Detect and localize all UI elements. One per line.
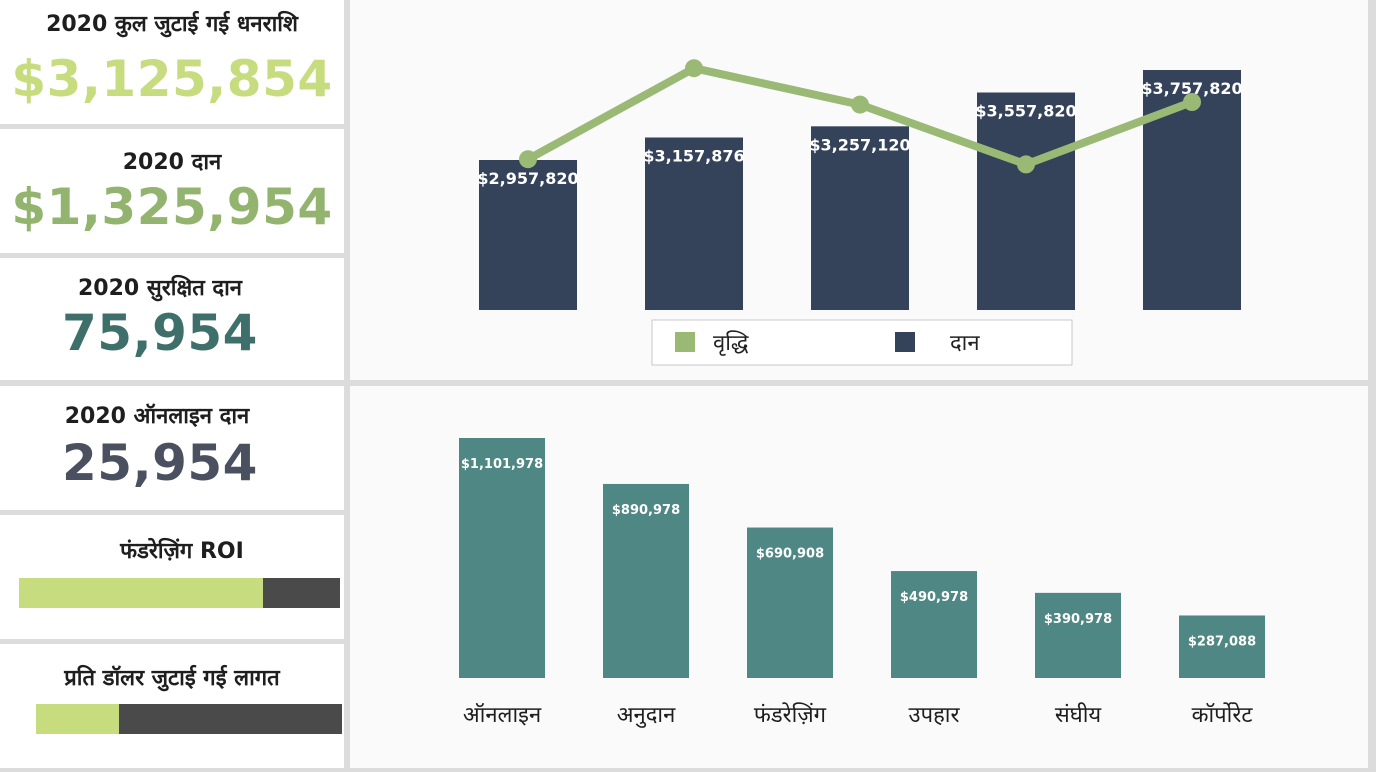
kpi-title: 2020 कुल जुटाई गई धनराशि <box>46 12 298 37</box>
progress-title: प्रति डॉलर जुटाई गई लागत <box>64 666 280 691</box>
kpi-value: 25,954 <box>62 434 258 492</box>
legend-label-growth: वृद्धि <box>713 330 749 356</box>
bar-value-label: $3,757,820 <box>1141 79 1242 98</box>
category-tick-label: अनुदान <box>617 703 676 728</box>
legend-swatch-donations <box>895 332 915 352</box>
source-bar-value-label: $690,908 <box>756 547 824 562</box>
category-tick-label: संघीय <box>1055 702 1103 728</box>
donation-sources-chart: $1,101,978 ऑनलाइन $890,978 अनुदान $690,908 फं… <box>459 438 1265 728</box>
donation-bar <box>645 137 743 310</box>
kpi-card-secured-donations: 2020 सुरक्षित दान 75,954 <box>0 258 344 380</box>
donation-bar <box>811 126 909 310</box>
source-bar-value-label: $287,088 <box>1188 634 1256 649</box>
category-tick-label: कॉर्पोरेट <box>1192 702 1254 728</box>
source-bar-value-label: $890,978 <box>612 503 680 518</box>
source-bar-value-label: $1,101,978 <box>461 457 543 472</box>
progress-title: फंडरेज़िंग ROI <box>120 539 244 564</box>
category-tick-label: फंडरेज़िंग <box>754 702 827 728</box>
source-bar <box>603 483 689 678</box>
fundraising-roi-card: फंडरेज़िंग ROI <box>0 515 344 639</box>
cost-per-dollar-bar <box>36 704 342 734</box>
legend-label-donations: दान <box>950 331 980 356</box>
source-bar <box>1035 592 1121 678</box>
source-bar <box>459 438 545 678</box>
kpi-title: 2020 सुरक्षित दान <box>77 276 243 301</box>
bar-value-label: $2,957,820 <box>477 169 578 188</box>
source-bar <box>747 527 833 678</box>
donation-sources-panel: $1,101,978 ऑनलाइन $890,978 अनुदान $690,908 फं… <box>350 386 1368 768</box>
kpi-value: $3,125,854 <box>11 50 333 108</box>
category-tick-label: उपहार <box>909 703 961 728</box>
kpi-card-total-raised: 2020 कुल जुटाई गई धनराशि $3,125,854 <box>0 0 344 124</box>
kpi-value: 75,954 <box>62 304 258 362</box>
cost-per-dollar-fill <box>36 704 119 734</box>
donation-bar <box>977 92 1075 310</box>
bar-value-label: $3,157,876 <box>643 146 744 165</box>
kpi-title: 2020 ऑनलाइन दान <box>64 404 250 429</box>
source-bar <box>1179 615 1265 678</box>
legend-box <box>651 319 1073 366</box>
cost-per-dollar-card: प्रति डॉलर जुटाई गई लागत <box>0 644 344 768</box>
kpi-card-online-donations: 2020 ऑनलाइन दान 25,954 <box>0 386 344 510</box>
fundraising-roi-fill <box>19 578 263 608</box>
kpi-value: $1,325,954 <box>11 178 333 236</box>
growth-point <box>1017 155 1035 174</box>
growth-point <box>851 95 869 114</box>
source-bar-value-label: $490,978 <box>900 590 968 605</box>
kpi-card-donations: 2020 दान $1,325,954 <box>0 129 344 253</box>
source-bar <box>891 571 977 678</box>
bar-value-label: $3,257,120 <box>809 135 910 154</box>
donations-growth-chart: $2,957,820 $3,157,876 $3,257,120 $3,557,820… <box>477 59 1243 366</box>
legend-swatch-growth <box>675 332 695 352</box>
bar-value-label: $3,557,820 <box>975 102 1076 121</box>
source-bar-value-label: $390,978 <box>1044 612 1112 627</box>
growth-point <box>519 150 537 169</box>
growth-point <box>685 59 703 78</box>
donations-growth-panel: $2,957,820 $3,157,876 $3,257,120 $3,557,820… <box>350 0 1368 380</box>
fundraising-roi-bar <box>19 578 340 608</box>
donation-bar <box>479 160 577 310</box>
growth-point <box>1183 93 1201 111</box>
category-tick-label: ऑनलाइन <box>463 702 542 728</box>
kpi-title: 2020 दान <box>122 150 222 175</box>
